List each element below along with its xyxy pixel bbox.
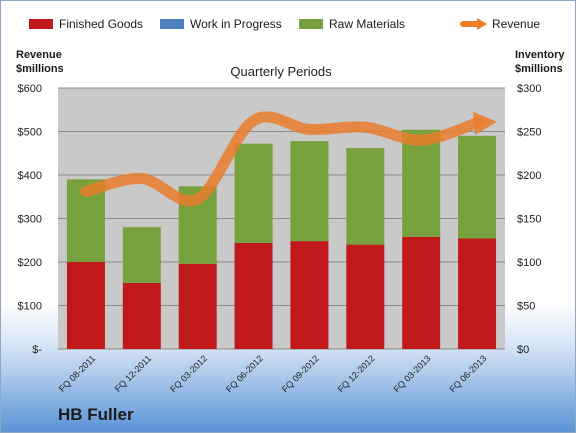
bar-finished-goods bbox=[178, 263, 217, 349]
bar-finished-goods bbox=[234, 242, 273, 349]
revenue-line bbox=[80, 111, 483, 207]
legend-label: Revenue bbox=[492, 17, 540, 31]
right-tick-label: $300 bbox=[517, 83, 541, 95]
bar-raw-materials bbox=[402, 129, 441, 237]
right-axis-title: Inventory bbox=[515, 49, 565, 61]
legend-label: Work in Progress bbox=[190, 17, 282, 31]
right-tick-label: $0 bbox=[517, 344, 529, 356]
legend-swatch-finished-goods bbox=[29, 19, 53, 29]
category-label: FQ 12-2011 bbox=[113, 353, 154, 394]
right-tick-label: $200 bbox=[517, 170, 541, 182]
bar-raw-materials bbox=[458, 135, 497, 239]
category-label: FQ 03-2012 bbox=[168, 353, 209, 394]
category-label: FQ 06-2012 bbox=[224, 353, 265, 394]
right-tick-label: $250 bbox=[517, 127, 541, 139]
category-label: FQ 12-2012 bbox=[336, 353, 377, 394]
bar-finished-goods bbox=[290, 241, 329, 349]
right-axis-title: $millions bbox=[515, 63, 563, 75]
category-label: FQ 09-2012 bbox=[280, 353, 321, 394]
bar-finished-goods bbox=[66, 262, 105, 349]
right-tick-label: $150 bbox=[517, 214, 541, 226]
left-tick-label: $100 bbox=[18, 301, 42, 313]
left-tick-label: $- bbox=[32, 344, 42, 356]
legend-label: Raw Materials bbox=[329, 17, 405, 31]
right-tick-label: $50 bbox=[517, 301, 535, 313]
legend-swatch-raw-materials bbox=[299, 19, 323, 29]
left-tick-label: $400 bbox=[18, 170, 42, 182]
left-tick-label: $200 bbox=[18, 257, 42, 269]
chart-title: Quarterly Periods bbox=[230, 64, 332, 79]
category-label: FQ 08-2011 bbox=[57, 353, 98, 394]
left-tick-label: $300 bbox=[18, 214, 42, 226]
legend-arrow-revenue bbox=[477, 18, 487, 30]
bar-raw-materials bbox=[234, 143, 273, 243]
revenue-arrowhead bbox=[473, 111, 498, 135]
bar-finished-goods bbox=[122, 282, 161, 349]
right-tick-label: $100 bbox=[517, 257, 541, 269]
bar-raw-materials bbox=[290, 141, 329, 242]
legend-swatch-work-in-progress bbox=[160, 19, 184, 29]
left-tick-label: $600 bbox=[18, 83, 42, 95]
company-name: HB Fuller bbox=[58, 405, 134, 424]
left-tick-label: $500 bbox=[18, 127, 42, 139]
bar-finished-goods bbox=[346, 244, 385, 349]
bar-raw-materials bbox=[122, 227, 161, 283]
category-label: FQ 03-2013 bbox=[392, 353, 433, 394]
legend-label: Finished Goods bbox=[59, 17, 143, 31]
category-label: FQ 06-2013 bbox=[447, 353, 488, 394]
left-axis-title: $millions bbox=[16, 63, 64, 75]
bar-raw-materials bbox=[346, 148, 385, 245]
left-axis-title: Revenue bbox=[16, 49, 62, 61]
bar-finished-goods bbox=[402, 236, 441, 349]
bar-finished-goods bbox=[458, 238, 497, 349]
